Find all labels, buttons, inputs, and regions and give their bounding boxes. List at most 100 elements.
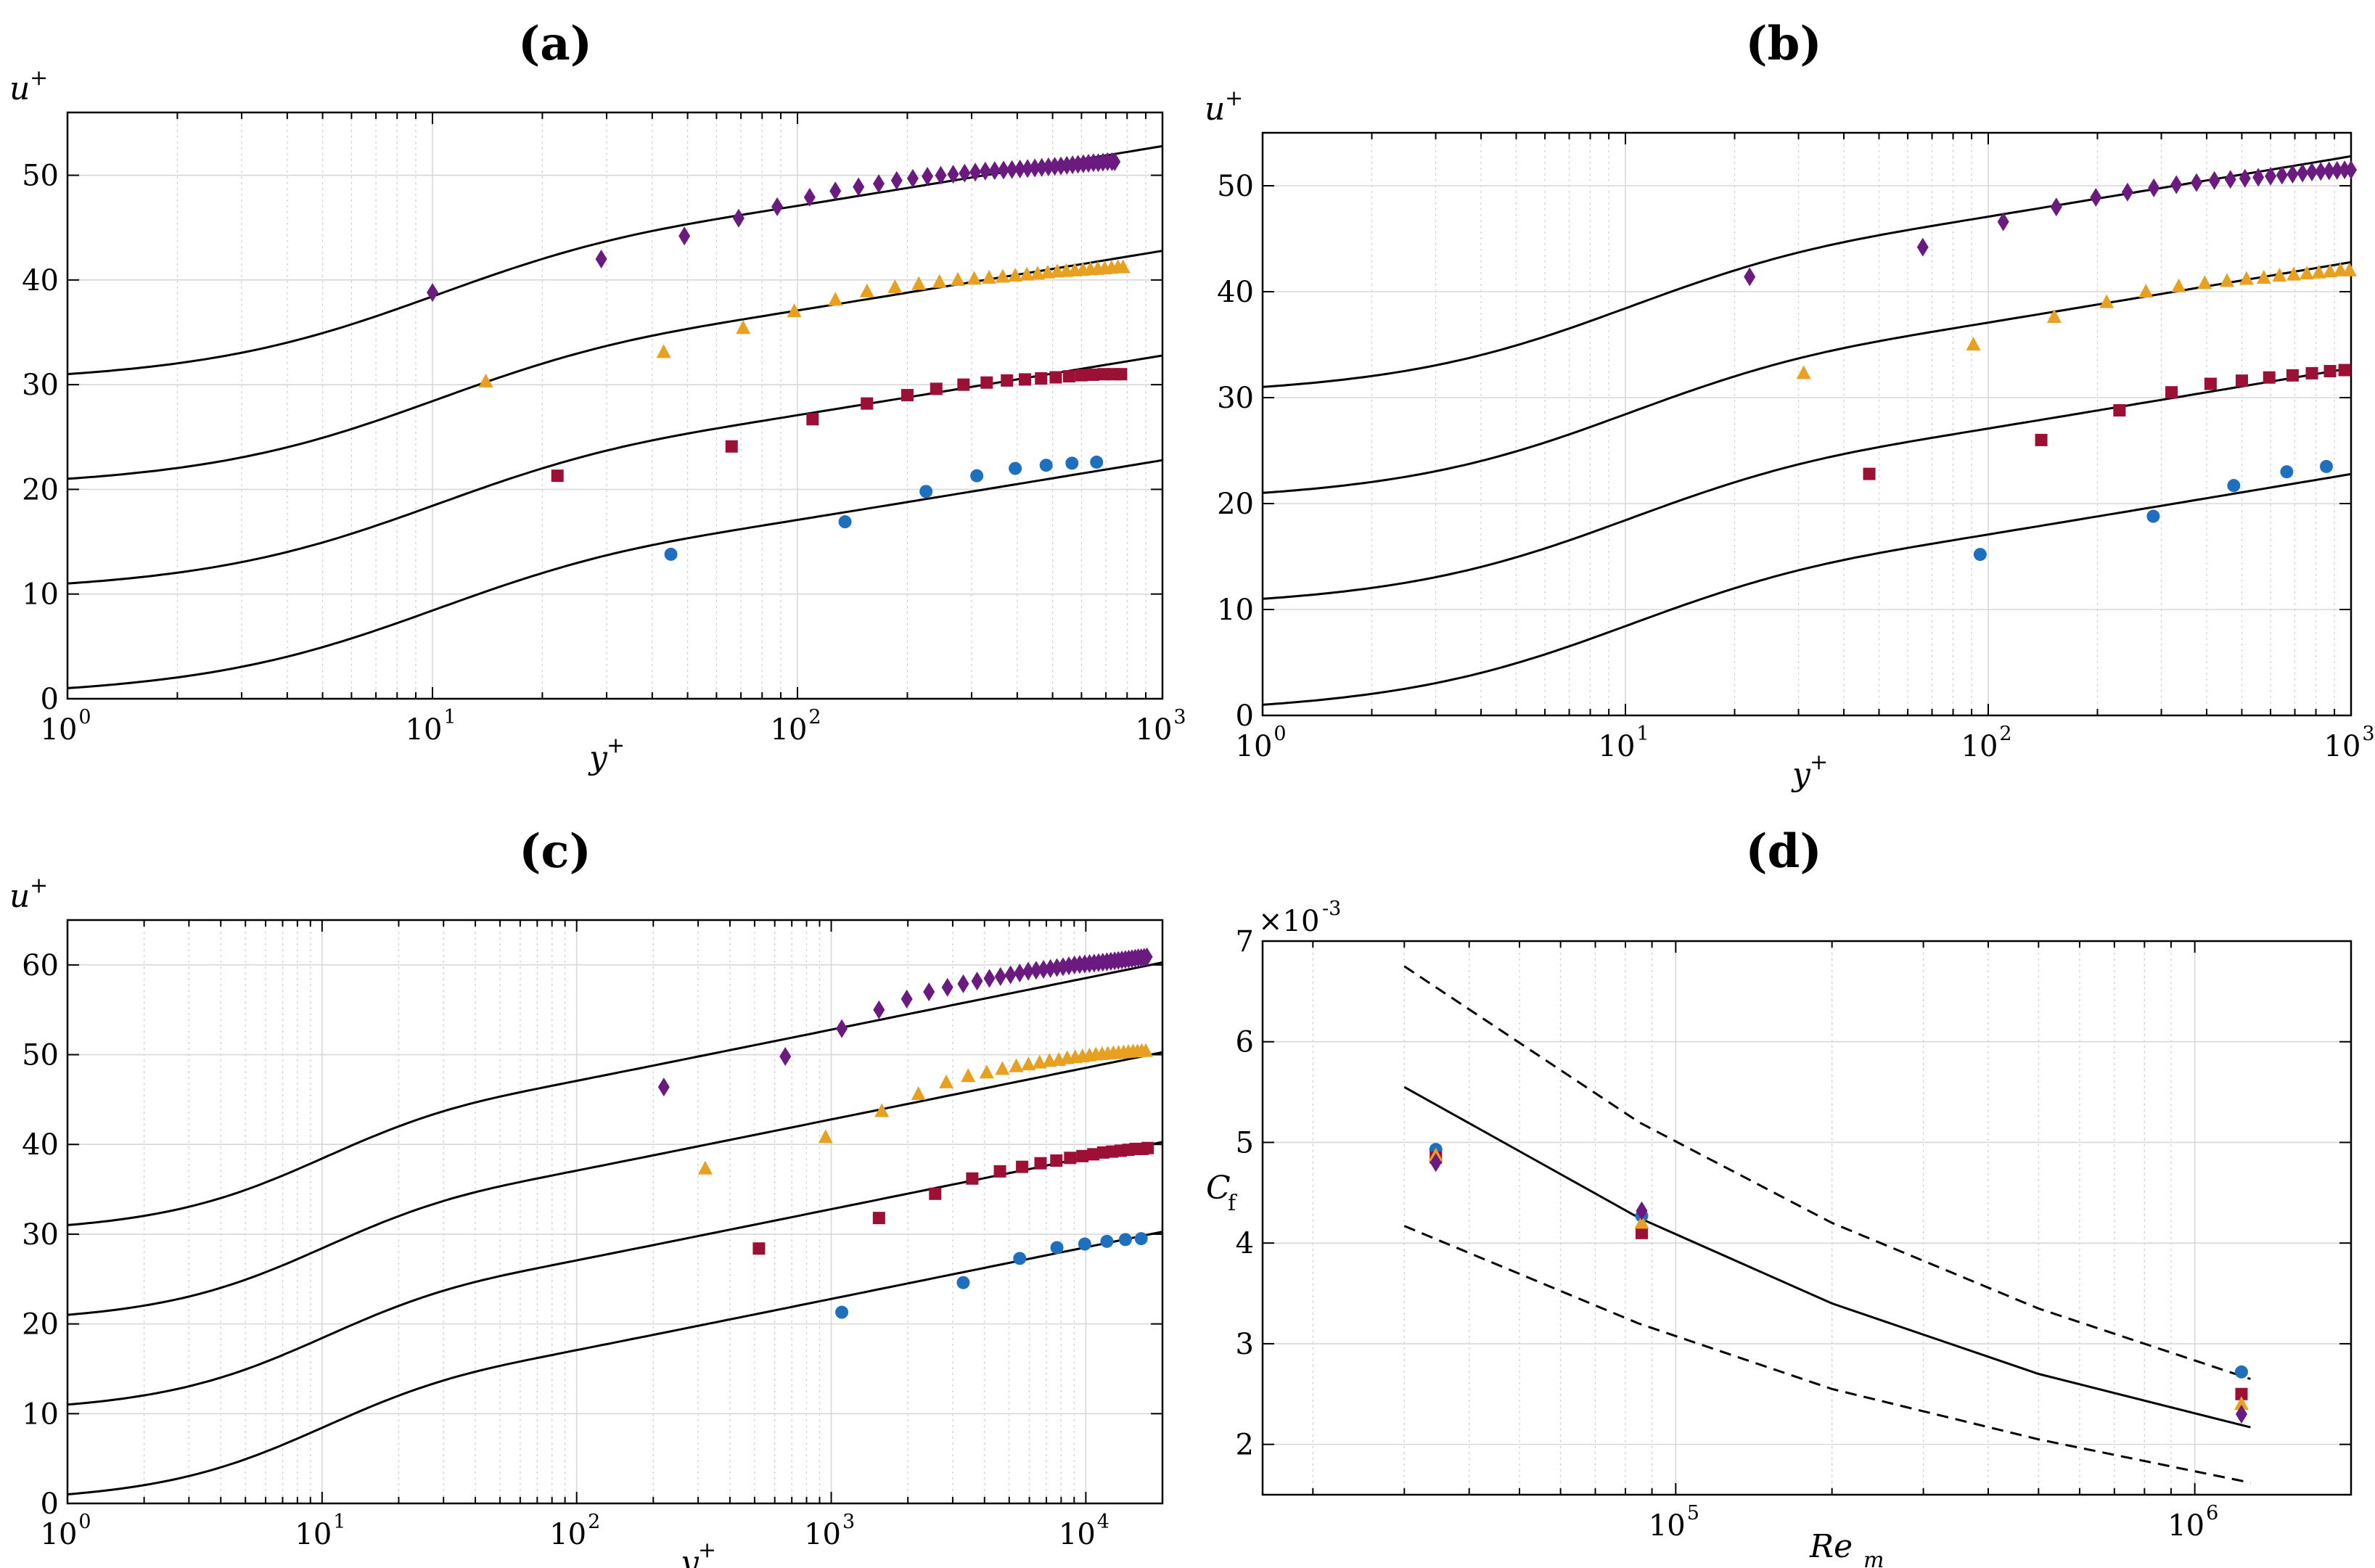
diamond-marker	[732, 208, 745, 228]
diamond-marker	[2191, 173, 2203, 192]
diamond-marker	[873, 174, 885, 194]
y-tick-label: 30	[22, 1218, 59, 1252]
x-tick-label-exponent: 1	[333, 1511, 345, 1533]
square-marker	[861, 397, 874, 410]
x-axis-label-sup: +	[1810, 750, 1828, 775]
triangle-marker	[697, 1160, 713, 1175]
x-tick-label: 10	[2324, 730, 2361, 763]
square-marker	[929, 1187, 942, 1200]
square-marker	[1064, 1152, 1077, 1165]
square-marker	[2165, 386, 2178, 399]
y-tick-label: 0	[1236, 699, 1254, 733]
triangle-marker	[995, 268, 1010, 283]
plot-frame	[66, 111, 1164, 700]
model-line	[67, 354, 1163, 585]
model-line	[67, 250, 1163, 480]
diamond-marker	[2306, 163, 2318, 182]
triangle-marker	[1115, 259, 1131, 274]
square-marker	[1115, 368, 1128, 381]
x-tick-label: 10	[1961, 730, 1998, 763]
triangle-marker	[787, 303, 802, 318]
square-marker	[2338, 364, 2351, 377]
diamond-marker	[941, 977, 953, 997]
circle-marker	[664, 547, 678, 561]
diamond-marker	[853, 177, 865, 197]
x-axis-label-sup: +	[607, 733, 625, 758]
x-axis-label: y	[1791, 756, 1811, 793]
triangle-marker	[2311, 264, 2326, 279]
triangle-marker	[982, 269, 997, 284]
y-scale-label: ×10	[1258, 905, 1319, 938]
circle-marker	[2234, 1365, 2248, 1379]
x-tick-label-exponent: 0	[1273, 723, 1286, 745]
diamond-marker	[1042, 157, 1054, 177]
triangle-marker	[2286, 266, 2301, 281]
circle-marker	[1118, 1233, 1132, 1247]
x-axis-label: Re	[1809, 1528, 1853, 1565]
diamond-marker	[829, 181, 842, 201]
circle-marker	[835, 1305, 849, 1319]
square-marker	[2263, 371, 2276, 384]
triangle-marker	[2342, 262, 2357, 276]
y-tick-label: 20	[1217, 488, 1254, 521]
diamond-marker	[1029, 158, 1041, 178]
triangle-marker	[1008, 268, 1023, 282]
x-tick-label: 10	[804, 1518, 841, 1551]
triangle-marker	[911, 276, 927, 290]
circle-marker	[919, 485, 933, 498]
square-marker	[1141, 1141, 1154, 1154]
triangle-marker	[1020, 266, 1035, 281]
circle-marker	[1013, 1252, 1027, 1265]
diamond-marker	[657, 1078, 670, 1097]
diamond-marker	[2286, 164, 2299, 184]
x-axis-label: y	[679, 1544, 700, 1568]
square-marker	[1075, 369, 1088, 382]
square-marker	[1035, 372, 1048, 385]
diamond-marker	[678, 226, 691, 246]
square-marker	[1050, 1154, 1063, 1167]
x-tick-label-exponent: 3	[842, 1511, 855, 1533]
y-scale-exponent: -3	[1322, 898, 1341, 920]
y-tick-label: 10	[22, 578, 59, 612]
model-line	[67, 144, 1163, 376]
square-marker	[752, 1242, 766, 1255]
curve-dashed-lower	[1403, 1225, 2251, 1484]
diamond-marker	[1022, 961, 1035, 981]
triangle-marker	[2197, 275, 2212, 290]
triangle-marker	[995, 1061, 1010, 1075]
diamond-marker	[2148, 178, 2160, 197]
x-tick-label: 10	[1649, 1509, 1686, 1543]
square-marker	[2113, 404, 2126, 417]
square-marker	[2235, 374, 2248, 387]
diamond-marker	[2050, 197, 2062, 217]
diamond-marker	[2239, 168, 2251, 188]
model-line	[1262, 260, 2352, 494]
square-marker	[966, 1172, 979, 1185]
diamond-marker	[959, 163, 971, 183]
triangle-marker	[1009, 1058, 1024, 1072]
square-marker	[901, 389, 914, 402]
y-tick-label: 3	[1236, 1328, 1254, 1361]
diamond-marker	[988, 161, 1001, 181]
curve-dashed-upper	[1403, 965, 2251, 1380]
x-tick-label: 10	[295, 1518, 332, 1551]
model-line	[67, 459, 1163, 689]
model-line	[67, 1141, 1163, 1406]
triangle-marker	[859, 283, 874, 297]
square-marker	[1001, 374, 1014, 387]
diamond-marker	[1636, 1201, 1648, 1220]
x-tick-label-exponent: 2	[808, 706, 821, 728]
diamond-marker	[1049, 157, 1061, 176]
triangle-marker	[979, 1064, 994, 1079]
square-marker	[2204, 377, 2217, 390]
circle-marker	[956, 1276, 970, 1289]
panel-title: (a)	[518, 17, 592, 71]
diamond-marker	[1429, 1153, 1442, 1173]
diamond-marker	[1038, 960, 1050, 980]
diamond-marker	[1997, 212, 2009, 231]
square-marker	[725, 440, 738, 453]
triangle-marker	[1634, 1215, 1649, 1229]
